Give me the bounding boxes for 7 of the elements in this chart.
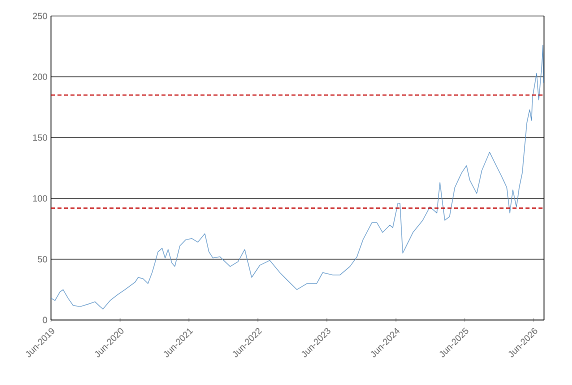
y-tick-label: 150 (33, 134, 48, 141)
y-tick-label: 0 (42, 316, 48, 324)
y-tick-label: 50 (38, 256, 48, 262)
y-tick-label: 100 (33, 195, 48, 202)
y-tick-label: 200 (32, 74, 48, 80)
line-series (50, 44, 544, 310)
y-tick-label: 250 (32, 12, 48, 20)
